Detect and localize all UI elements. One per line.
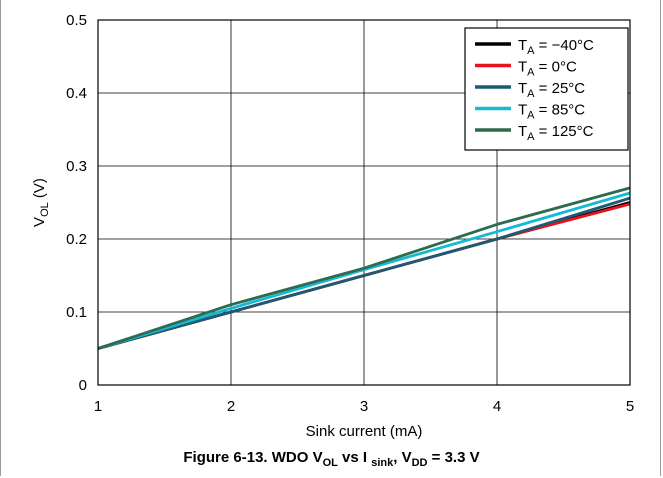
y-tick-label: 0.1 (66, 304, 87, 321)
y-tick-labels: 0 0.1 0.2 0.3 0.4 0.5 (66, 12, 87, 394)
y-tick-label: 0.3 (66, 158, 87, 175)
y-axis-label: VOL (V) (31, 178, 51, 227)
x-tick-label: 1 (94, 398, 102, 415)
x-tick-label: 3 (360, 398, 368, 415)
x-tick-label: 2 (227, 398, 235, 415)
x-axis-label: Sink current (mA) (306, 423, 423, 440)
y-tick-label: 0.5 (66, 12, 87, 29)
chart: 1 2 3 4 5 0 0.1 0.2 0.3 0.4 0.5 Sink current (mA)… (31, 12, 634, 440)
legend-label: TA = 0°C (518, 59, 577, 79)
y-tick-label: 0.4 (66, 85, 87, 102)
x-tick-label: 4 (493, 398, 501, 415)
legend-label: TA = 25°C (518, 80, 585, 100)
y-tick-label: 0 (79, 377, 87, 394)
y-axis-label-text: VOL (V) (31, 178, 51, 227)
figure-caption: Figure 6-13. WDO VOL vs I sink, VDD = 3.… (183, 449, 480, 469)
x-tick-label: 5 (626, 398, 634, 415)
x-tick-labels: 1 2 3 4 5 (94, 398, 634, 415)
series-line-3 (97, 191, 631, 350)
y-tick-label: 0.2 (66, 231, 87, 248)
legend-label: TA = 125°C (518, 123, 594, 143)
plot-area-border (97, 19, 631, 386)
legend: TA = −40°CTA = 0°CTA = 25°CTA = 85°CTA =… (464, 27, 629, 151)
legend-label: TA = 85°C (518, 102, 585, 122)
series-line-4 (97, 186, 631, 350)
legend-label: TA = −40°C (518, 37, 594, 57)
series-line-2 (97, 196, 631, 350)
series-lines (97, 186, 631, 350)
